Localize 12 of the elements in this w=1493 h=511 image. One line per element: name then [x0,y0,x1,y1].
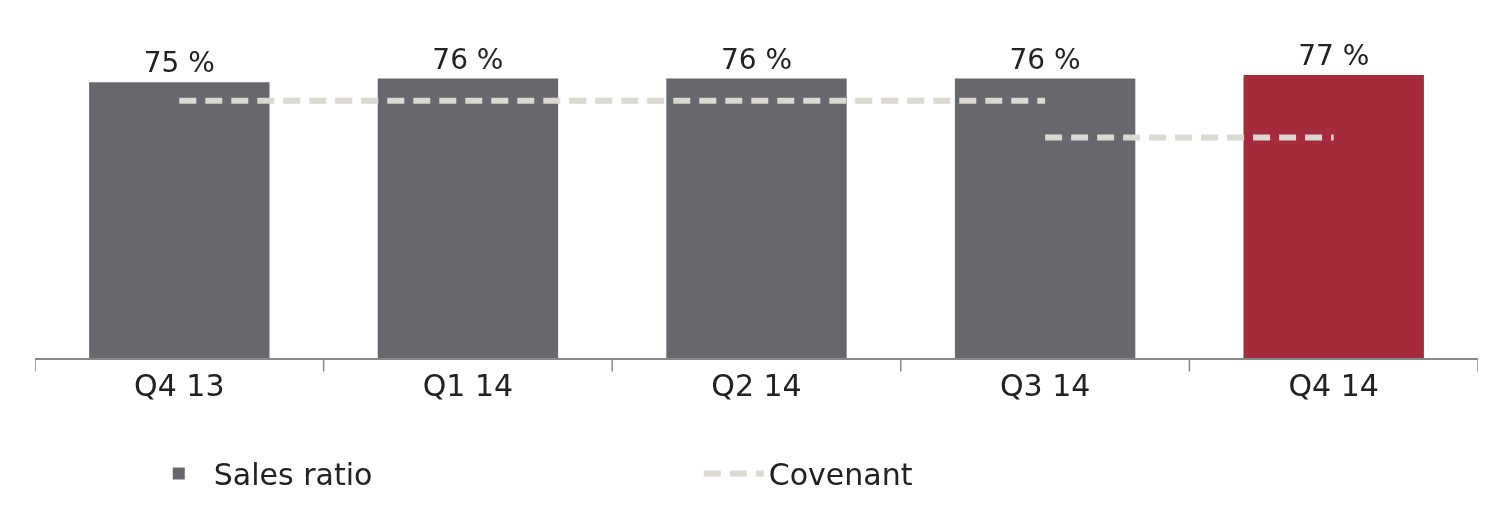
data-label: 76 % [1009,42,1081,76]
data-label: 76 % [432,42,504,76]
data-label: 75 % [143,46,215,80]
x-tick-label: Q1 14 [422,367,514,403]
x-tick-label: Q2 14 [711,367,802,403]
x-tick-label: Q3 14 [999,367,1091,403]
x-tick-label: Q4 14 [1288,367,1379,403]
data-label: 76 % [720,42,793,76]
legend-label: Sales ratio [213,457,373,493]
legend-label: Covenant [768,457,913,493]
data-label: 77 % [1298,38,1370,72]
x-tick-label: Q4 13 [134,367,225,403]
